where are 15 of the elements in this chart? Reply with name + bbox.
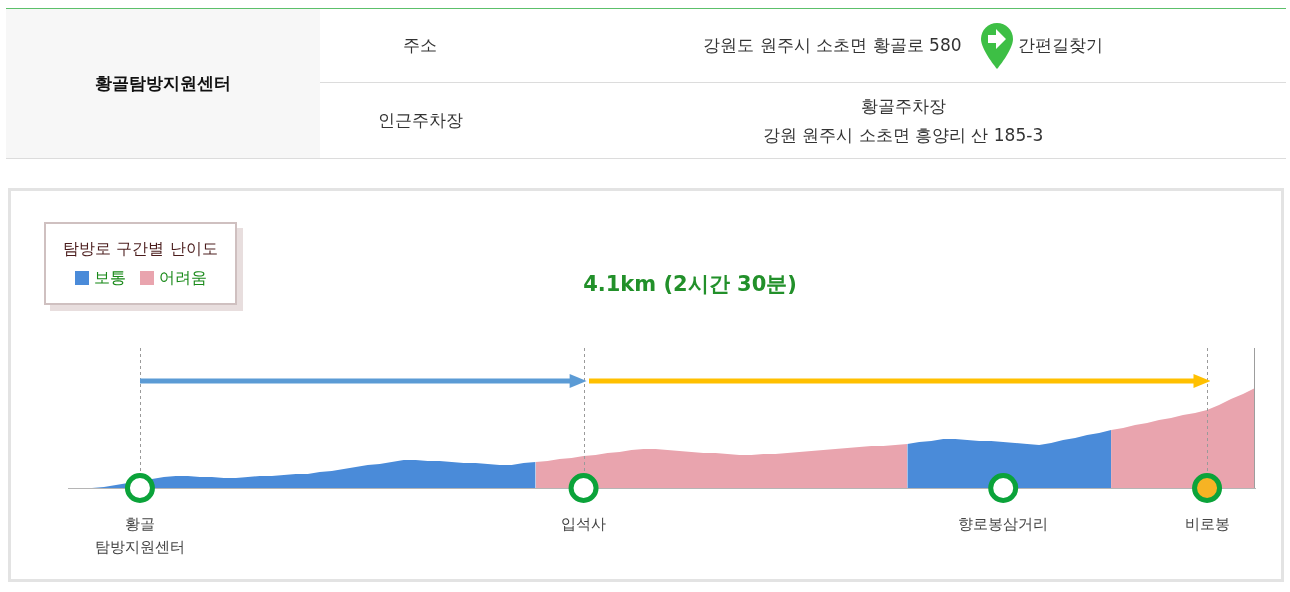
text: 주소	[320, 9, 520, 83]
legend-label: 보통	[93, 267, 126, 289]
x-tick-label: 향로봉삼거리	[958, 514, 1049, 533]
text: 황골주차장	[860, 94, 946, 118]
text: 인근주차장	[376, 109, 464, 132]
legend-label: 어려움	[158, 267, 207, 289]
x-tick-label: 입석사	[561, 514, 607, 533]
text: 강원도 원주시 소초면 황골로 580	[703, 34, 962, 57]
text: 강원 원주시 소초면 흥양리 산 185-3	[762, 123, 1044, 147]
text: 황골탐방지원센터	[95, 72, 231, 95]
x-tick-label: 비로봉	[1184, 514, 1230, 533]
x-tick-label: 황골 탐방지원센터	[94, 514, 185, 556]
chart-title: 4.1km (2시간 30분)	[583, 272, 797, 296]
text: 간편길찾기	[1017, 34, 1103, 57]
legend-title: 탐방로 구간별 난이도	[63, 238, 218, 260]
